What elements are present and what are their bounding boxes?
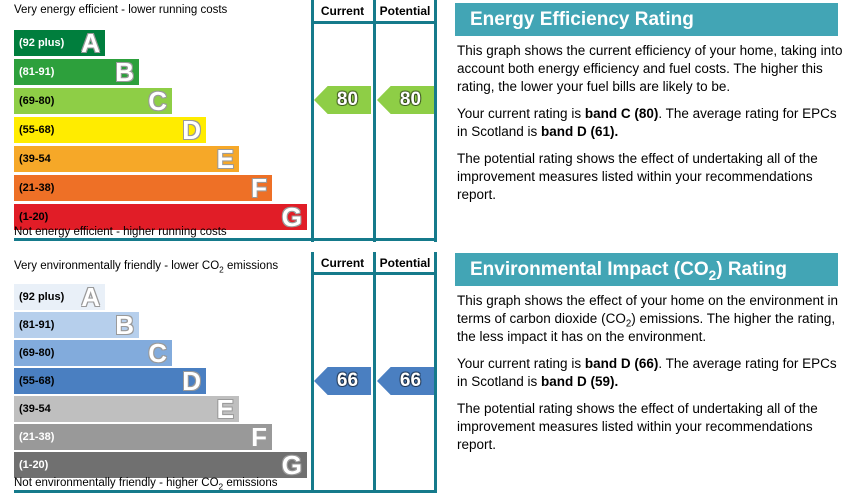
band-letter: G bbox=[281, 450, 302, 480]
energy-paragraph-2: Your current rating is band C (80). The … bbox=[457, 106, 837, 139]
band-letter: A bbox=[81, 28, 100, 58]
band-letter: C bbox=[148, 338, 167, 368]
band-letter: E bbox=[216, 394, 234, 424]
band-letter: D bbox=[182, 115, 201, 145]
energy-chart-bottom-border bbox=[14, 238, 437, 241]
band-E: (39-54 E bbox=[14, 396, 239, 422]
band-range-label: (21-38) bbox=[19, 182, 55, 194]
band-range-label: (1-20) bbox=[19, 211, 49, 223]
band-range-label: (55-68) bbox=[19, 375, 55, 387]
band-G: (1-20) G bbox=[14, 452, 307, 478]
energy-top-caption: Very energy efficient - lower running co… bbox=[14, 4, 228, 16]
band-A: (92 plus) A bbox=[14, 30, 105, 56]
environment-potential-column-header: Potential bbox=[379, 256, 431, 270]
band-letter: A bbox=[81, 282, 100, 312]
environment-chart-right-border bbox=[434, 252, 437, 493]
energy-potential-rating-arrow: 80 bbox=[377, 86, 434, 114]
band-range-label: (69-80) bbox=[19, 347, 55, 359]
band-letter: G bbox=[281, 202, 302, 232]
band-A: (92 plus) A bbox=[14, 284, 105, 310]
environment-column-divider bbox=[373, 252, 376, 493]
environment-bottom-caption: Not environmentally friendly - higher CO… bbox=[14, 477, 278, 492]
band-E: (39-54 E bbox=[14, 146, 239, 172]
environment-paragraph-3: The potential rating shows the effect of… bbox=[457, 401, 818, 452]
band-letter: F bbox=[251, 173, 267, 203]
energy-header-underline bbox=[311, 21, 437, 24]
environment-current-rating-arrow: 66 bbox=[314, 367, 371, 395]
energy-bands: (92 plus) A (81-91) B (69-80) C (55-68) D (39-54… bbox=[14, 30, 307, 233]
environment-paragraph-1: This graph shows the effect of your home… bbox=[457, 293, 838, 344]
energy-column-divider bbox=[373, 0, 376, 242]
energy-chart-right-border bbox=[434, 0, 437, 242]
band-range-label: (55-68) bbox=[19, 124, 55, 136]
band-range-label: (69-80) bbox=[19, 95, 55, 107]
environment-current-column-header: Current bbox=[320, 256, 365, 270]
band-F: (21-38) F bbox=[14, 424, 272, 450]
band-letter: F bbox=[251, 422, 267, 452]
band-range-label: (92 plus) bbox=[19, 37, 65, 49]
band-range-label: (92 plus) bbox=[19, 291, 65, 303]
environment-panel-title: Environmental Impact (CO2) Rating bbox=[455, 253, 838, 286]
energy-panel-title: Energy Efficiency Rating bbox=[455, 3, 838, 36]
environment-chart-bottom-border bbox=[14, 490, 437, 493]
band-C: (69-80) C bbox=[14, 88, 172, 114]
band-range-label: (1-20) bbox=[19, 459, 49, 471]
environment-current-column-left-border bbox=[311, 252, 314, 493]
environment-top-caption: Very environmentally friendly - lower CO… bbox=[14, 260, 279, 275]
band-C: (69-80) C bbox=[14, 340, 172, 366]
band-letter: B bbox=[115, 310, 134, 340]
energy-potential-column-header: Potential bbox=[379, 4, 431, 18]
energy-current-column-header: Current bbox=[320, 4, 365, 18]
band-B: (81-91) B bbox=[14, 59, 139, 85]
environment-bands: (92 plus) A (81-91) B (69-80) C (55-68) D (39-54… bbox=[14, 284, 307, 480]
band-F: (21-38) F bbox=[14, 175, 272, 201]
band-D: (55-68) D bbox=[14, 117, 206, 143]
energy-panel-text: This graph shows the current efficiency … bbox=[457, 42, 844, 213]
environment-header-underline bbox=[311, 272, 437, 275]
energy-current-column-left-border bbox=[311, 0, 314, 242]
energy-paragraph-1: This graph shows the current efficiency … bbox=[457, 43, 843, 94]
environment-potential-rating-arrow: 66 bbox=[377, 367, 434, 395]
band-range-label: (81-91) bbox=[19, 66, 55, 78]
band-letter: B bbox=[115, 57, 134, 87]
band-letter: E bbox=[216, 144, 234, 174]
band-range-label: (81-91) bbox=[19, 319, 55, 331]
band-range-label: (39-54 bbox=[19, 153, 51, 165]
band-B: (81-91) B bbox=[14, 312, 139, 338]
environment-panel-text: This graph shows the effect of your home… bbox=[457, 292, 844, 463]
band-letter: C bbox=[148, 86, 167, 116]
band-range-label: (39-54 bbox=[19, 403, 51, 415]
band-G: (1-20) G bbox=[14, 204, 307, 230]
energy-paragraph-3: The potential rating shows the effect of… bbox=[457, 151, 818, 202]
energy-bottom-caption: Not energy efficient - higher running co… bbox=[14, 226, 227, 238]
environment-paragraph-2: Your current rating is band D (66). The … bbox=[457, 356, 837, 389]
band-letter: D bbox=[182, 366, 201, 396]
band-range-label: (21-38) bbox=[19, 431, 55, 443]
band-D: (55-68) D bbox=[14, 368, 206, 394]
energy-current-rating-arrow: 80 bbox=[314, 86, 371, 114]
